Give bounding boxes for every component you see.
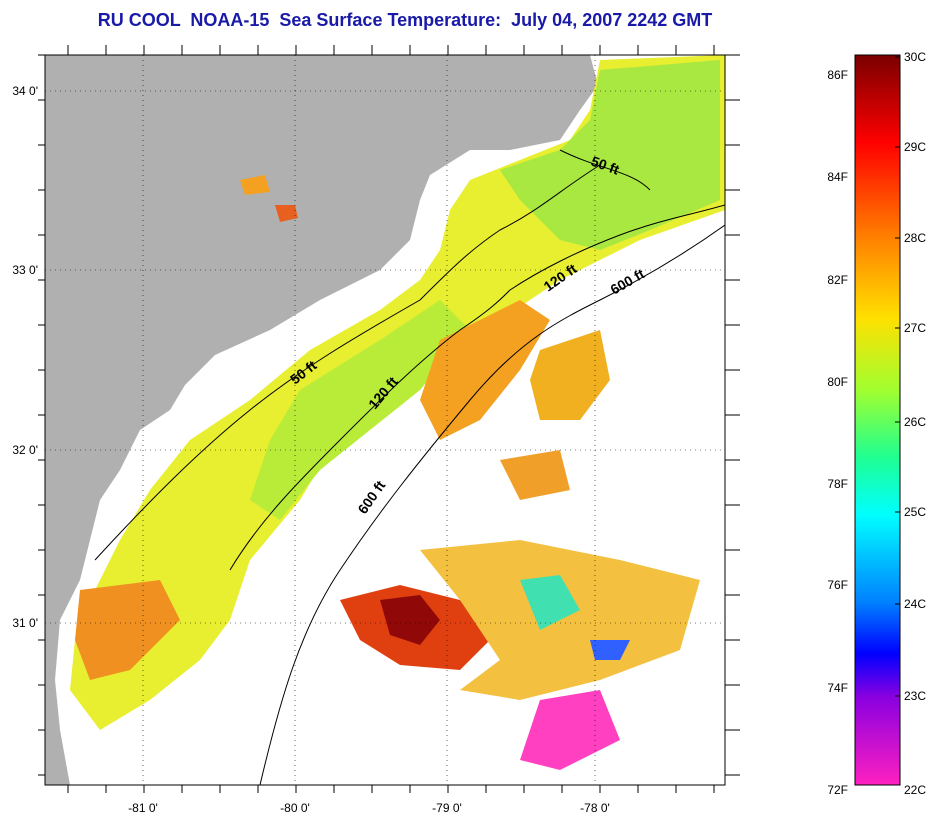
colorbar-celsius-label: 29C <box>904 140 926 154</box>
sst-sw-orange <box>75 580 180 680</box>
lat-tick-label: 33 0' <box>12 263 38 277</box>
map-title: RU COOL NOAA-15 Sea Surface Temperature:… <box>97 10 713 30</box>
colorbar-fahrenheit-label: 84F <box>827 170 848 184</box>
lon-tick-label: -78 0' <box>580 801 610 815</box>
colorbar-celsius-label: 22C <box>904 783 926 797</box>
sst-blue-patch <box>590 640 630 660</box>
land-area <box>45 55 598 785</box>
colorbar <box>854 54 901 786</box>
map-frame <box>44 54 726 786</box>
colorbar-celsius-label: 27C <box>904 321 926 335</box>
colorbar-celsius-label: 25C <box>904 505 926 519</box>
sst-orange-patch-2 <box>530 330 610 420</box>
lon-tick-label: -80 0' <box>280 801 310 815</box>
colorbar-fahrenheit-label: 76F <box>827 578 848 592</box>
sst-hot-core <box>380 595 440 645</box>
colorbar-celsius-label: 28C <box>904 231 926 245</box>
colorbar-celsius-label: 24C <box>904 597 926 611</box>
sst-orange-patch <box>420 300 550 440</box>
lon-tick-label: -79 0' <box>432 801 462 815</box>
colorbar-fahrenheit-label: 80F <box>827 375 848 389</box>
sst-green-patch-2 <box>250 300 470 520</box>
sst-green-patch <box>500 60 720 250</box>
colorbar-fahrenheit-label: 86F <box>827 68 848 82</box>
colorbar-fahrenheit-label: 78F <box>827 477 848 491</box>
sst-cyan-patch <box>520 575 580 630</box>
contour-50ft <box>94 149 651 561</box>
contour-120ft <box>229 204 725 571</box>
graticule <box>45 55 725 785</box>
sst-orange-patch-3 <box>500 450 570 500</box>
colorbar-celsius-label: 30C <box>904 50 926 64</box>
contour-600ft <box>259 224 725 785</box>
lat-tick-label: 32 0' <box>12 443 38 457</box>
colorbar-fahrenheit-label: 72F <box>827 783 848 797</box>
colorbar-fahrenheit-label: 74F <box>827 681 848 695</box>
lat-tick-label: 34 0' <box>12 84 38 98</box>
lon-tick-label: -81 0' <box>128 801 158 815</box>
colorbar-fahrenheit-label: 82F <box>827 273 848 287</box>
colorbar-celsius-label: 26C <box>904 415 926 429</box>
inland-lake <box>275 205 298 222</box>
lat-tick-label: 31 0' <box>12 616 38 630</box>
colorbar-celsius-label: 23C <box>904 689 926 703</box>
inland-lake-2 <box>240 175 270 195</box>
